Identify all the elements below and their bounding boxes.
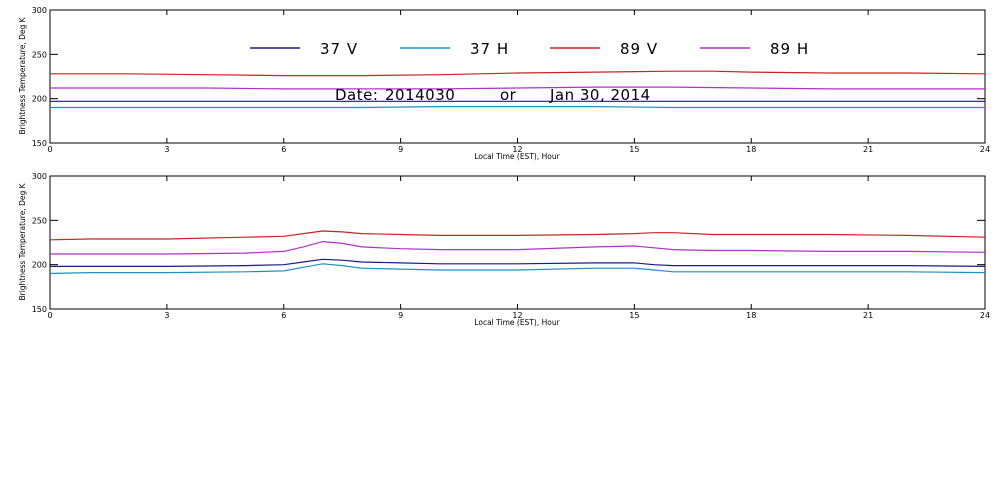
x-tick-label: 21 — [863, 311, 873, 320]
series-layer — [49, 230, 986, 275]
tick-layer: 0 3 6 9 12 15 18 21 24 150 200 250 300 — [32, 172, 990, 320]
x-tick-label: 18 — [746, 311, 756, 320]
x-tick-label: 6 — [281, 311, 286, 320]
y-tick-label: 300 — [32, 172, 47, 181]
x-axis-title: Local Time (EST), Hour — [474, 318, 560, 327]
x-tick-label: 0 — [47, 311, 52, 320]
legend-label-89v: 89 V — [620, 40, 658, 58]
legend: 37 V 37 H 89 V 89 H — [250, 40, 809, 58]
date-label: Date: — [335, 86, 378, 104]
date-annotation: Date: 2014030 or Jan 30, 2014 — [335, 86, 651, 104]
x-tick-label: 0 — [47, 145, 52, 154]
y-axis-title: Brightness Temperature, Deg K — [18, 16, 27, 134]
series-layer — [50, 70, 986, 109]
legend-label-37h: 37 H — [470, 40, 509, 58]
y-tick-label: 250 — [32, 216, 47, 225]
x-tick-label: 24 — [980, 145, 990, 154]
x-tick-label: 21 — [863, 145, 873, 154]
y-tick-label: 150 — [32, 139, 47, 148]
series-line-1 — [50, 105, 985, 109]
bottom-panel: 0 3 6 9 12 15 18 21 24 150 200 250 300 Local Time (E… — [18, 172, 990, 327]
x-tick-label: 6 — [281, 145, 286, 154]
x-tick-label: 18 — [746, 145, 756, 154]
x-tick-label: 3 — [164, 311, 169, 320]
legend-label-37v: 37 V — [320, 40, 358, 58]
plot-frame — [49, 9, 986, 144]
x-tick-label: 15 — [629, 311, 639, 320]
x-axis-title: Local Time (EST), Hour — [474, 152, 560, 161]
x-tick-label: 12 — [512, 311, 522, 320]
series-line-3 — [50, 240, 986, 255]
top-panel: 0 3 6 9 12 15 18 21 24 150 200 250 300 Local Time (E… — [18, 6, 990, 161]
date-separator: or — [500, 86, 517, 104]
series-line-2 — [50, 70, 986, 77]
y-tick-label: 150 — [32, 305, 47, 314]
tick-layer: 0 3 6 9 12 15 18 21 24 150 200 250 300 — [32, 6, 990, 154]
y-tick-label: 300 — [32, 6, 47, 15]
series-line-0 — [50, 258, 986, 267]
x-tick-label: 9 — [398, 145, 403, 154]
series-line-3 — [50, 86, 985, 90]
series-line-1 — [49, 263, 986, 275]
y-tick-label: 250 — [32, 50, 47, 59]
y-axis-title: Brightness Temperature, Deg K — [18, 182, 27, 300]
x-tick-label: 12 — [512, 145, 522, 154]
y-tick-label: 200 — [32, 261, 47, 270]
legend-label-89h: 89 H — [770, 40, 809, 58]
date-code: 2014030 — [385, 86, 455, 104]
date-text: Jan 30, 2014 — [549, 86, 651, 104]
x-tick-label: 9 — [398, 311, 403, 320]
x-tick-label: 3 — [164, 145, 169, 154]
x-tick-label: 24 — [980, 311, 990, 320]
plot-frame — [49, 175, 986, 310]
y-tick-label: 200 — [32, 95, 47, 104]
x-tick-label: 15 — [629, 145, 639, 154]
series-line-2 — [49, 230, 986, 241]
